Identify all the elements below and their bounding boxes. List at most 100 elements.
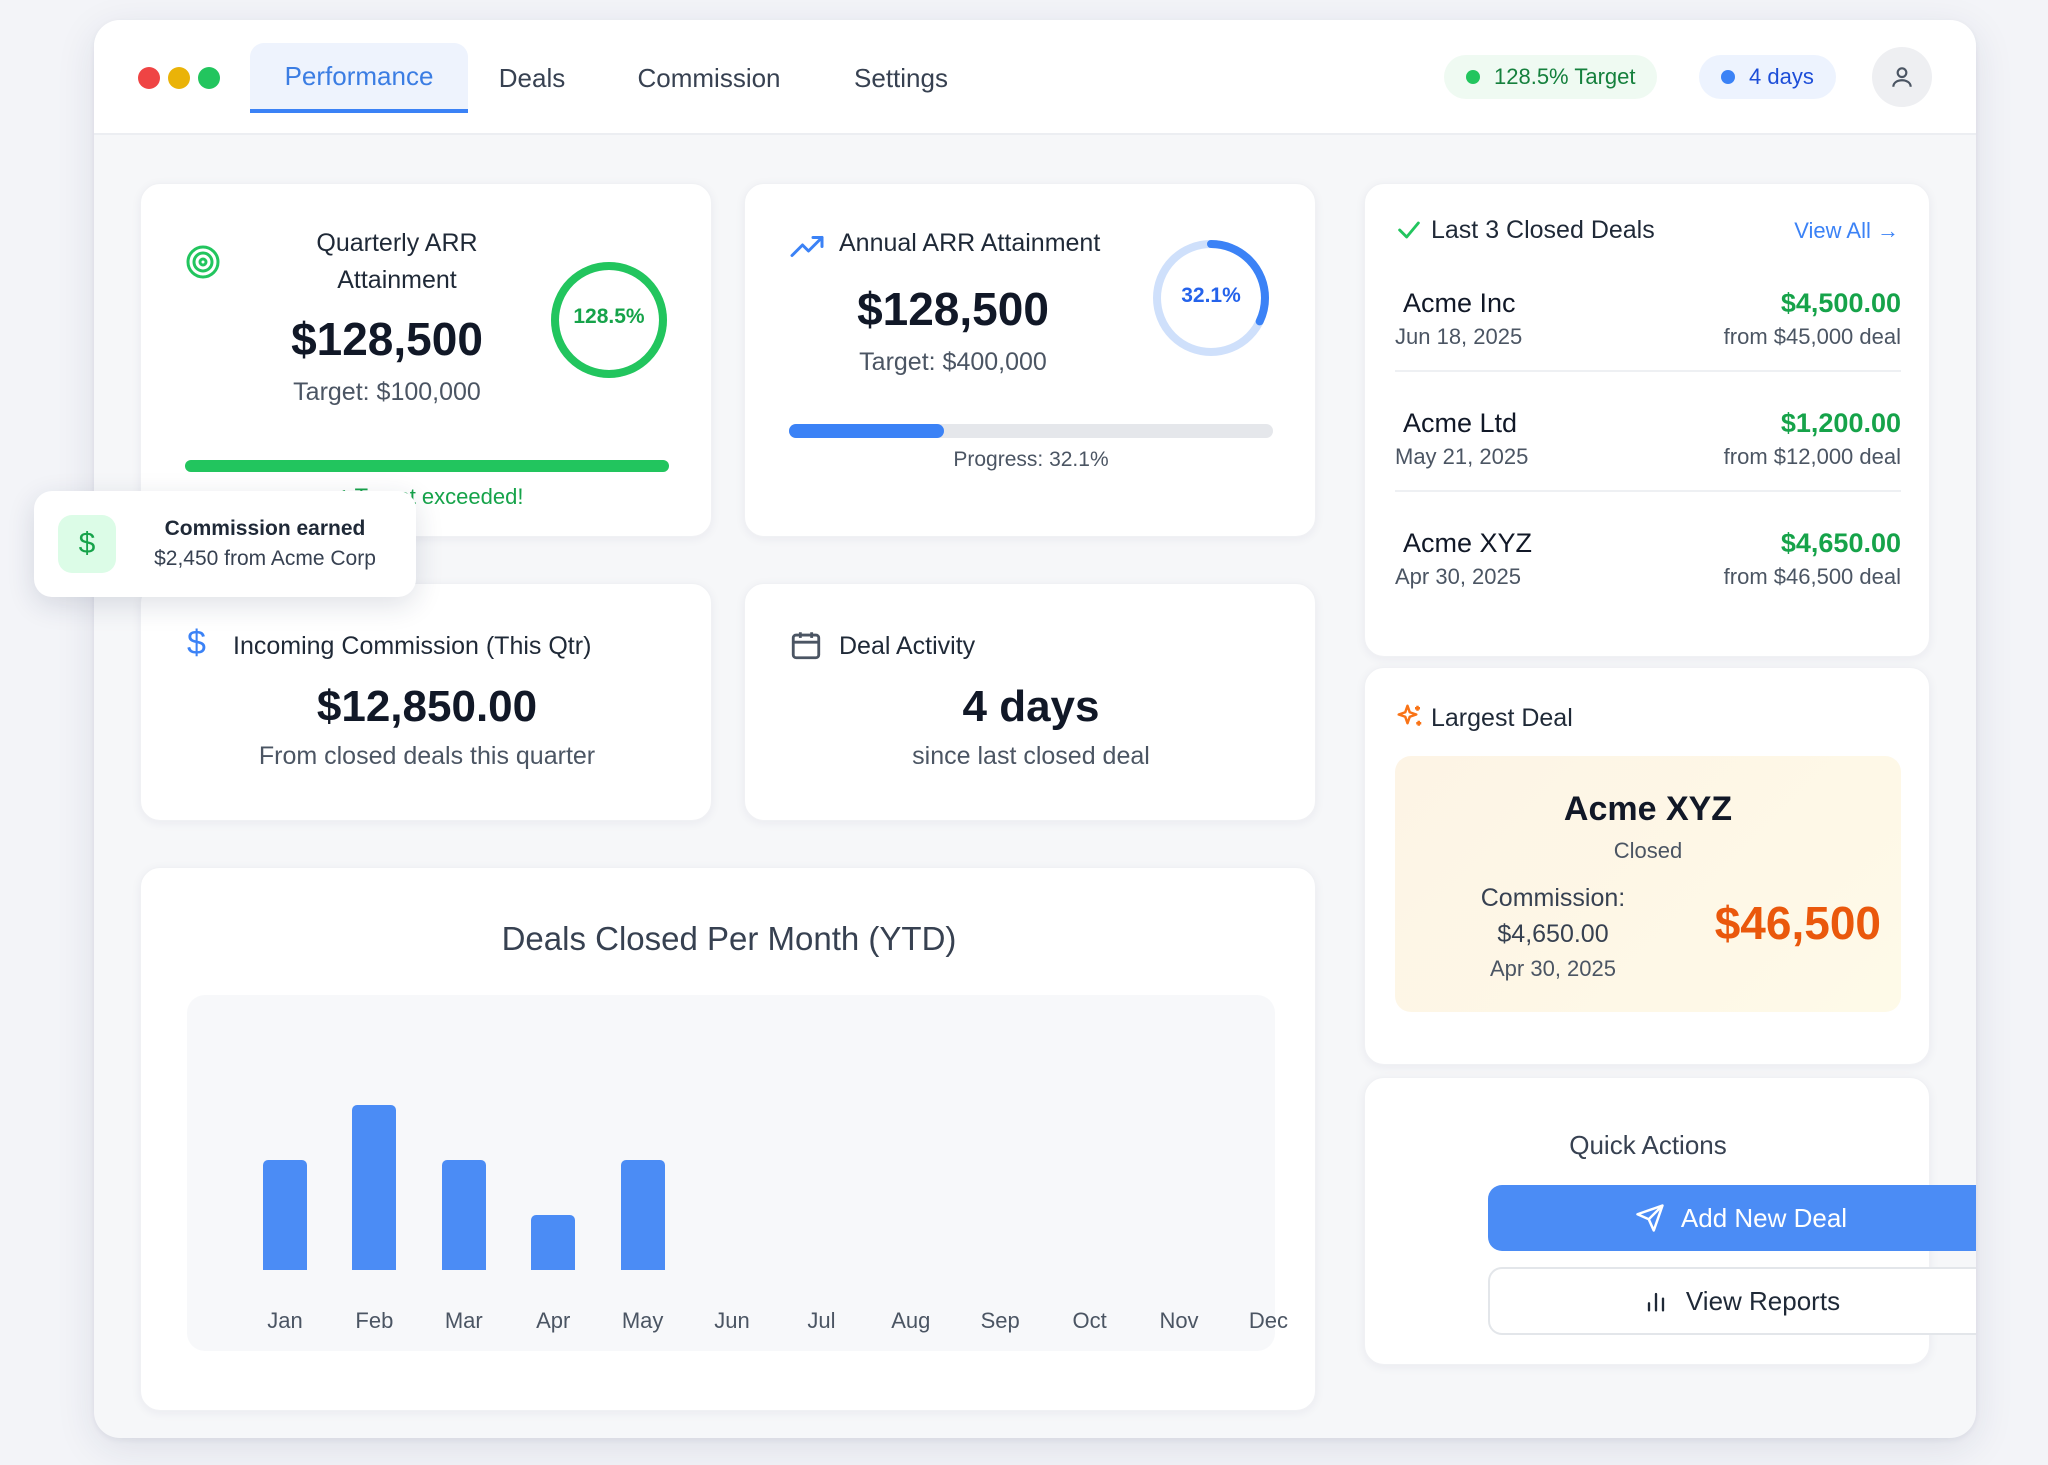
chart-tick-label: Jan [267, 1308, 303, 1333]
chart-tick-label: Jul [807, 1308, 836, 1333]
quarterly-value: $128,500 [291, 313, 483, 365]
annual-progress-fill [789, 424, 945, 438]
deal-date: Jun 18, 2025 [1395, 324, 1523, 349]
annual-title: Annual ARR Attainment [839, 229, 1101, 257]
deal-name: Acme Ltd [1403, 408, 1518, 438]
calendar-icon [791, 632, 821, 660]
largest-deal-card: Largest Deal Acme XYZ Closed Commission:… [1364, 667, 1930, 1065]
blue-status-dot [1721, 70, 1735, 84]
closed-deals-card: Last 3 Closed Deals View All → Acme Inc … [1364, 183, 1930, 657]
deal-from: from $12,000 deal [1723, 444, 1901, 469]
deal-name: Acme Inc [1403, 288, 1516, 318]
chart-bar-feb[interactable] [352, 1105, 397, 1270]
activity-sub: since last closed deal [912, 742, 1150, 770]
largest-commission-label: Commission: [1480, 884, 1626, 912]
annual-progress-track [789, 424, 1273, 438]
check-icon [1398, 221, 1420, 239]
chart-bar-mar[interactable] [441, 1160, 486, 1270]
commission-value: $12,850.00 [316, 682, 538, 731]
deal-date: May 21, 2025 [1395, 444, 1529, 469]
quarterly-title-line1: Quarterly ARR [316, 229, 478, 257]
dollar-icon: $ [78, 527, 96, 560]
deal-from: from $46,500 deal [1723, 564, 1901, 589]
view-reports-button[interactable]: View Reports [1488, 1267, 1976, 1335]
window-close-dot[interactable] [138, 67, 160, 89]
closed-deals-title: Last 3 Closed Deals [1431, 216, 1655, 244]
chart-tick-label: Jun [714, 1308, 750, 1333]
quarterly-ring-label: 128.5% [573, 305, 645, 328]
add-new-deal-button[interactable]: Add New Deal [1488, 1185, 1976, 1251]
commission-title: Incoming Commission (This Qtr) [233, 632, 592, 660]
chart-plot-area [187, 995, 1275, 1351]
tab-deals[interactable]: Deals [498, 62, 566, 93]
commission-sub: From closed deals this quarter [258, 742, 596, 770]
deal-name: Acme XYZ [1403, 528, 1533, 558]
view-reports-label: View Reports [1685, 1285, 1841, 1316]
target-icon [186, 245, 220, 279]
chart-title: Deals Closed Per Month (YTD) [501, 920, 957, 957]
window-minimize-dot[interactable] [168, 67, 190, 89]
tab-commission[interactable]: Commission [637, 62, 781, 93]
chart-tick-label: Aug [891, 1308, 931, 1333]
deal-row[interactable]: Acme Inc Jun 18, 2025 $4,500.00 from $45… [1395, 276, 1901, 372]
deal-from: from $45,000 deal [1723, 324, 1901, 349]
target-status-text: 128.5% Target [1494, 64, 1636, 89]
bar-chart-icon [1647, 1292, 1665, 1312]
user-icon [1892, 67, 1912, 87]
deal-commission: $4,650.00 [1780, 528, 1901, 558]
quarterly-progress-fill [185, 460, 669, 472]
commission-toast[interactable]: $ Commission earned $2,450 from Acme Cor… [34, 491, 416, 597]
days-status-text: 4 days [1749, 64, 1814, 89]
target-status-badge: 128.5% Target [1444, 55, 1658, 99]
divider [1395, 370, 1901, 372]
divider [1395, 490, 1901, 492]
top-bar: Performance Deals Commission Settings 12… [94, 20, 1976, 135]
deal-row[interactable]: Acme Ltd May 21, 2025 $1,200.00 from $12… [1395, 396, 1901, 492]
chart-tick-label: Mar [444, 1308, 483, 1333]
largest-deal-panel[interactable]: Acme XYZ Closed Commission: $4,650.00 Ap… [1395, 756, 1901, 1012]
window-maximize-dot[interactable] [198, 67, 220, 89]
largest-deal-amount: $46,500 [1714, 897, 1881, 949]
deal-row[interactable]: Acme XYZ Apr 30, 2025 $4,650.00 from $46… [1395, 516, 1901, 612]
chart-tick-label: Feb [355, 1308, 394, 1333]
quarterly-arr-card: Quarterly ARR Attainment $128,500 Target… [140, 183, 712, 537]
chart-tick-label: Oct [1072, 1308, 1107, 1333]
largest-deal-name: Acme XYZ [1563, 790, 1733, 828]
largest-deal-title: Largest Deal [1431, 704, 1573, 732]
chart-tick-label: May [621, 1308, 664, 1333]
quick-actions-title: Quick Actions [1569, 1130, 1727, 1160]
deal-date: Apr 30, 2025 [1395, 564, 1521, 589]
chart-bar-may[interactable] [620, 1160, 665, 1270]
trending-up-icon [790, 236, 824, 257]
annual-progress-text: Progress: 32.1% [953, 448, 1109, 471]
chart-bar-jan[interactable] [263, 1160, 307, 1270]
toast-body: $2,450 from Acme Corp [154, 547, 376, 570]
largest-deal-status: Closed [1613, 838, 1683, 863]
quarterly-progress-track [185, 460, 669, 472]
largest-deal-date: Apr 30, 2025 [1490, 956, 1616, 981]
annual-target: Target: $400,000 [859, 348, 1047, 376]
activity-title: Deal Activity [839, 632, 976, 660]
chart-bar-apr[interactable] [531, 1215, 576, 1270]
app-window: Performance Deals Commission Settings 12… [94, 20, 1976, 1438]
annual-arr-card: Annual ARR Attainment $128,500 Target: $… [744, 183, 1316, 537]
annual-value: $128,500 [857, 283, 1049, 335]
send-icon [1636, 1204, 1664, 1232]
chart-tick-label: Sep [980, 1308, 1020, 1333]
green-status-dot [1466, 70, 1480, 84]
quarterly-ring [551, 262, 667, 378]
user-avatar[interactable] [1872, 47, 1932, 107]
view-all-link[interactable]: View All → [1794, 218, 1899, 243]
deal-commission: $1,200.00 [1780, 408, 1901, 438]
deal-activity-card: Deal Activity 4 days since last closed d… [744, 583, 1316, 821]
tab-performance[interactable]: Performance [250, 43, 468, 113]
largest-commission-value: $4,650.00 [1497, 920, 1609, 948]
days-status-badge: 4 days [1699, 55, 1836, 99]
add-new-deal-label: Add New Deal [1680, 1202, 1848, 1233]
tab-settings[interactable]: Settings [854, 62, 948, 93]
dollar-icon: $ [187, 624, 206, 662]
toast-icon-box: $ [58, 515, 116, 573]
toast-title: Commission earned [164, 517, 366, 540]
incoming-commission-card: $ Incoming Commission (This Qtr) $12,850… [140, 583, 712, 821]
activity-value: 4 days [962, 682, 1100, 731]
